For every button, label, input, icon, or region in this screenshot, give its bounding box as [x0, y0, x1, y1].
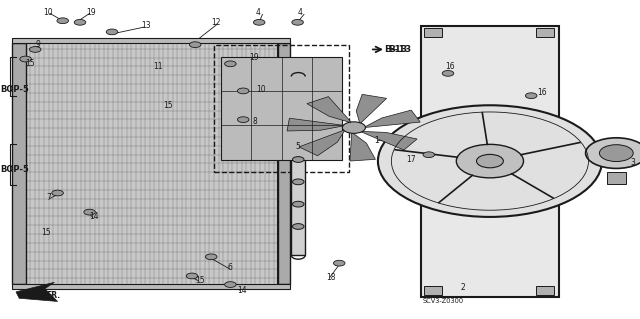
Text: 15: 15	[195, 276, 205, 285]
Circle shape	[586, 138, 640, 168]
Text: 9: 9	[35, 40, 40, 49]
Bar	[607, 172, 626, 184]
Circle shape	[74, 19, 86, 25]
Bar	[278, 43, 290, 284]
Polygon shape	[360, 131, 417, 150]
Text: 2: 2	[461, 283, 465, 292]
Circle shape	[225, 61, 236, 67]
Bar	[12, 43, 26, 284]
Polygon shape	[16, 282, 58, 301]
Text: BOP-5: BOP-5	[0, 165, 29, 174]
Circle shape	[253, 19, 265, 25]
Circle shape	[378, 105, 602, 217]
Text: 4: 4	[298, 8, 303, 17]
Polygon shape	[287, 118, 345, 131]
Circle shape	[292, 224, 304, 229]
Text: 6: 6	[227, 263, 232, 272]
Polygon shape	[350, 132, 376, 161]
Polygon shape	[356, 94, 387, 124]
Text: 3: 3	[630, 158, 636, 167]
Circle shape	[52, 190, 63, 196]
Bar	[26, 40, 278, 287]
Text: 18: 18	[326, 273, 336, 282]
Bar	[536, 286, 554, 295]
Text: 16: 16	[445, 63, 454, 71]
Text: 15: 15	[163, 101, 173, 110]
Bar	[221, 57, 342, 160]
Circle shape	[237, 117, 249, 122]
Text: 12: 12	[211, 18, 221, 27]
Circle shape	[237, 88, 249, 94]
Text: BOP-5: BOP-5	[0, 85, 29, 94]
Circle shape	[57, 18, 68, 24]
Polygon shape	[299, 130, 345, 156]
Circle shape	[292, 179, 304, 185]
Text: 15: 15	[42, 228, 51, 237]
Circle shape	[456, 144, 524, 178]
Circle shape	[84, 209, 95, 215]
Text: 11: 11	[154, 63, 163, 71]
Circle shape	[333, 260, 345, 266]
Circle shape	[342, 122, 365, 133]
Text: FR.: FR.	[46, 291, 60, 300]
Circle shape	[292, 19, 303, 25]
Text: SCV3-Z0300: SCV3-Z0300	[422, 299, 463, 304]
Text: 10: 10	[256, 85, 266, 94]
Text: 16: 16	[538, 88, 547, 97]
Circle shape	[442, 70, 454, 76]
Text: 19: 19	[86, 8, 96, 17]
Circle shape	[525, 93, 537, 99]
Circle shape	[292, 201, 304, 207]
Circle shape	[186, 273, 198, 279]
Circle shape	[600, 145, 633, 161]
Text: B-13: B-13	[384, 45, 407, 54]
Circle shape	[477, 154, 504, 168]
Bar	[536, 28, 554, 37]
Text: 8: 8	[253, 117, 257, 126]
Text: 17: 17	[406, 155, 416, 164]
Polygon shape	[364, 110, 420, 128]
Text: 10: 10	[44, 8, 53, 17]
Text: 13: 13	[141, 21, 150, 30]
Bar	[291, 77, 305, 255]
Circle shape	[29, 47, 41, 52]
Bar	[26, 40, 278, 287]
Circle shape	[20, 56, 31, 62]
Circle shape	[189, 42, 201, 48]
Bar	[421, 26, 559, 297]
Text: 5: 5	[296, 142, 301, 151]
Text: 14: 14	[237, 286, 246, 295]
Bar	[424, 28, 442, 37]
Circle shape	[106, 29, 118, 35]
Bar	[424, 286, 442, 295]
Text: 1: 1	[374, 136, 379, 145]
Text: 14: 14	[90, 212, 99, 221]
Bar	[12, 284, 290, 289]
Polygon shape	[307, 97, 352, 123]
Bar	[12, 38, 290, 43]
Text: 7: 7	[46, 193, 51, 202]
Circle shape	[205, 254, 217, 260]
Bar	[214, 45, 349, 172]
Text: B-13: B-13	[388, 45, 412, 54]
Circle shape	[292, 157, 304, 162]
Text: 19: 19	[250, 53, 259, 62]
Text: 15: 15	[26, 59, 35, 68]
Circle shape	[225, 282, 236, 287]
Circle shape	[423, 152, 435, 158]
Text: 4: 4	[256, 8, 261, 17]
